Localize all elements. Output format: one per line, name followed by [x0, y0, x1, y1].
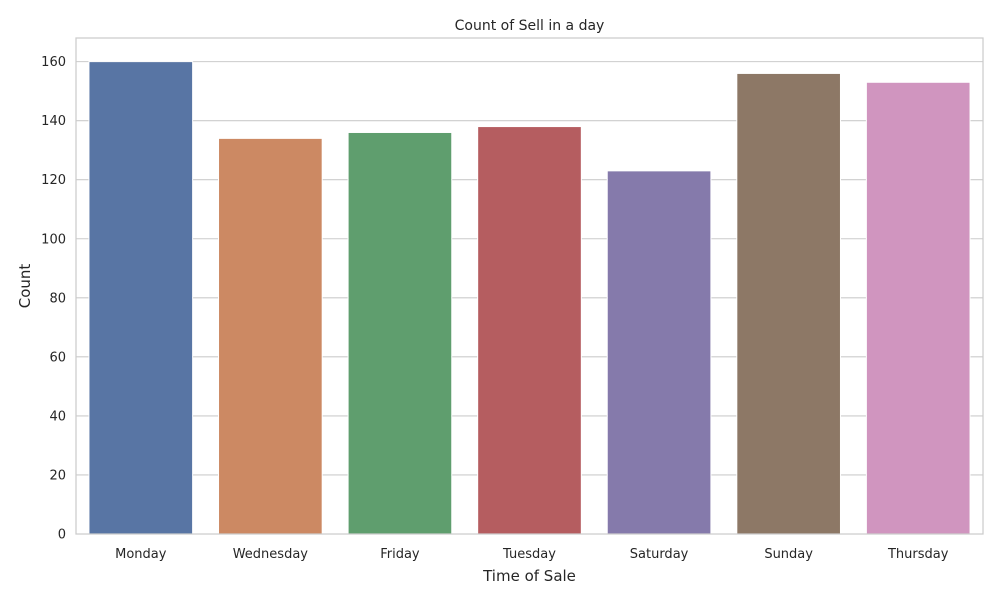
bars — [88, 61, 971, 535]
bar-sunday — [736, 72, 841, 535]
y-tick-label: 20 — [49, 468, 66, 483]
plot-frame — [75, 37, 984, 535]
bar-wednesday — [218, 137, 323, 535]
y-tick-label: 120 — [41, 173, 66, 188]
chart-title: Count of Sell in a day — [455, 18, 605, 34]
x-tick-label: Wednesday — [233, 547, 309, 562]
x-tick-labels: Monday Wednesday Friday Tuesday Saturday Sund… — [115, 547, 949, 562]
bar-monday — [88, 61, 194, 535]
x-tick-label: Tuesday — [502, 547, 556, 562]
y-tick-label: 60 — [49, 350, 66, 365]
y-axis-label: Count — [16, 264, 34, 309]
x-tick-label: Thursday — [887, 547, 949, 562]
x-axis-label: Time of Sale — [482, 567, 576, 585]
bar-tuesday — [477, 126, 582, 535]
bar-saturday — [606, 170, 712, 535]
y-tick-label: 160 — [41, 55, 66, 70]
bar-thursday — [865, 81, 971, 535]
y-tick-label: 100 — [41, 232, 66, 247]
y-tick-labels: 0 20 40 60 80 100 120 140 160 — [41, 55, 66, 542]
x-tick-label: Monday — [115, 547, 167, 562]
y-tick-label: 40 — [49, 409, 66, 424]
x-tick-label: Saturday — [630, 547, 689, 562]
bar-friday — [347, 131, 453, 535]
y-tick-label: 140 — [41, 114, 66, 129]
y-tick-label: 0 — [58, 528, 66, 543]
y-tick-label: 80 — [49, 291, 66, 306]
x-tick-label: Friday — [380, 547, 420, 562]
x-tick-label: Sunday — [764, 547, 813, 562]
